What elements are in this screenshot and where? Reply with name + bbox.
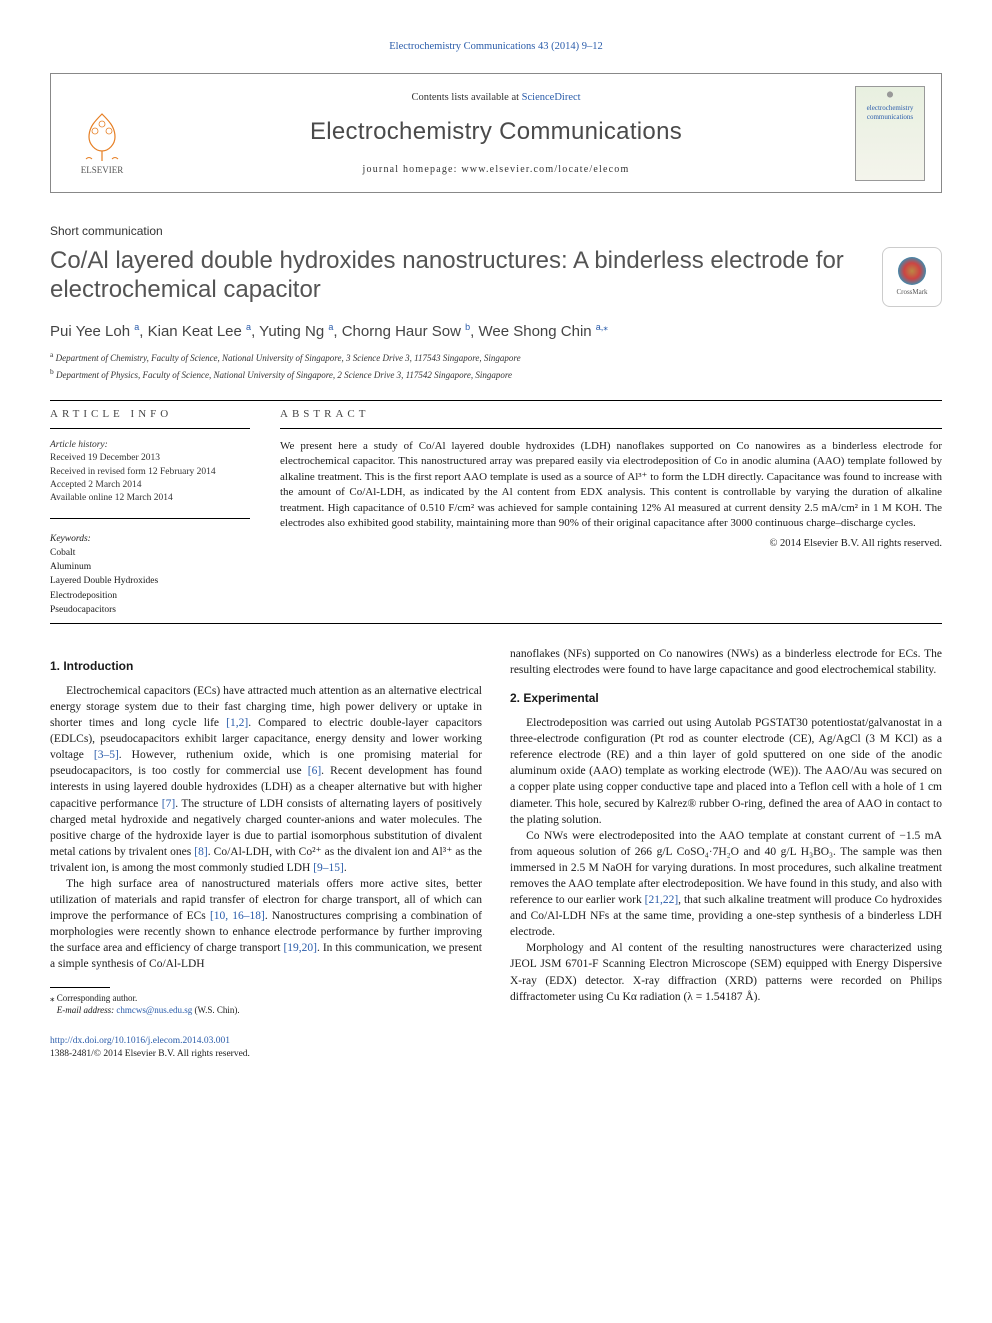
keyword: Aluminum: [50, 562, 91, 572]
article-type: Short communication: [50, 223, 942, 240]
homepage-line: journal homepage: www.elsevier.com/locat…: [137, 163, 855, 177]
journal-cover-thumb[interactable]: ⬤ electrochemistry communications: [855, 86, 925, 181]
elsevier-logo[interactable]: ELSEVIER: [67, 91, 137, 176]
keyword: Electrodeposition: [50, 591, 117, 601]
homepage-url[interactable]: www.elsevier.com/locate/elecom: [461, 164, 629, 175]
body-columns: 1. Introduction Electrochemical capacito…: [50, 646, 942, 1017]
elsevier-text: ELSEVIER: [81, 164, 124, 177]
author: Yuting Ng a: [259, 323, 333, 340]
body-paragraph: Morphology and Al content of the resulti…: [510, 940, 942, 1004]
corresponding-footnote: ⁎ Corresponding author. E-mail address: …: [50, 992, 482, 1017]
abstract-copyright: © 2014 Elsevier B.V. All rights reserved…: [280, 537, 942, 552]
citation-link[interactable]: [7]: [162, 798, 175, 810]
contents-line: Contents lists available at ScienceDirec…: [137, 91, 855, 106]
elsevier-tree-icon: [77, 109, 127, 164]
rule: [50, 428, 250, 429]
keywords-label: Keywords:: [50, 533, 250, 546]
article-history: Article history: Received 19 December 20…: [50, 439, 250, 505]
footnote-rule: [50, 987, 110, 988]
top-journal-link[interactable]: Electrochemistry Communications 43 (2014…: [50, 40, 942, 55]
citation-link[interactable]: [9–15]: [313, 862, 344, 874]
crossmark-badge[interactable]: CrossMark: [882, 247, 942, 307]
body-paragraph: Co NWs were electrodeposited into the AA…: [510, 828, 942, 941]
citation-link[interactable]: [1,2]: [226, 717, 248, 729]
citation-link[interactable]: [21,22]: [645, 894, 679, 906]
citation-link[interactable]: [3–5]: [94, 749, 119, 761]
cover-dot-icon: ⬤: [860, 91, 920, 99]
page-footer: http://dx.doi.org/10.1016/j.elecom.2014.…: [50, 1035, 942, 1062]
section-heading-intro: 1. Introduction: [50, 658, 482, 675]
section-heading-exp: 2. Experimental: [510, 690, 942, 707]
abstract-text: We present here a study of Co/Al layered…: [280, 439, 942, 531]
keyword: Layered Double Hydroxides: [50, 576, 158, 586]
keyword-list: Cobalt Aluminum Layered Double Hydroxide…: [50, 546, 250, 617]
rule: [50, 623, 942, 624]
author-list: Pui Yee Loh a, Kian Keat Lee a, Yuting N…: [50, 321, 942, 342]
rule: [280, 428, 942, 429]
keyword: Cobalt: [50, 548, 75, 558]
author: Kian Keat Lee a: [148, 323, 251, 340]
journal-name: Electrochemistry Communications: [137, 115, 855, 149]
body-paragraph: Electrodeposition was carried out using …: [510, 715, 942, 828]
keyword: Pseudocapacitors: [50, 605, 116, 615]
journal-header-box: ELSEVIER Contents lists available at Sci…: [50, 73, 942, 193]
abstract-heading: abstract: [280, 407, 942, 422]
citation-link[interactable]: [10, 16–18]: [210, 910, 265, 922]
email-link[interactable]: chmcws@nus.edu.sg: [116, 1005, 192, 1015]
body-paragraph: The high surface area of nanostructured …: [50, 876, 482, 973]
citation-link[interactable]: [8]: [194, 846, 207, 858]
doi-link[interactable]: http://dx.doi.org/10.1016/j.elecom.2014.…: [50, 1036, 230, 1046]
author: Chorng Haur Sow b: [342, 323, 470, 340]
corresponding-star-icon[interactable]: ⁎: [603, 322, 608, 332]
sciencedirect-link[interactable]: ScienceDirect: [522, 92, 581, 103]
article-title: Co/Al layered double hydroxides nanostru…: [50, 247, 862, 305]
rule: [50, 400, 942, 401]
citation-link[interactable]: [19,20]: [283, 942, 317, 954]
author: Pui Yee Loh a: [50, 323, 139, 340]
body-paragraph-cont: nanoflakes (NFs) supported on Co nanowir…: [510, 646, 942, 678]
issn-copyright: 1388-2481/© 2014 Elsevier B.V. All right…: [50, 1049, 250, 1059]
header-center: Contents lists available at ScienceDirec…: [137, 91, 855, 177]
body-paragraph: Electrochemical capacitors (ECs) have at…: [50, 683, 482, 876]
affiliation: a Department of Chemistry, Faculty of Sc…: [50, 350, 942, 365]
affiliation: b Department of Physics, Faculty of Scie…: [50, 367, 942, 382]
crossmark-icon: [898, 257, 926, 285]
rule: [50, 518, 250, 519]
article-info-heading: article info: [50, 407, 250, 422]
author: Wee Shong Chin a,⁎: [478, 323, 607, 340]
citation-link[interactable]: [6]: [308, 765, 321, 777]
